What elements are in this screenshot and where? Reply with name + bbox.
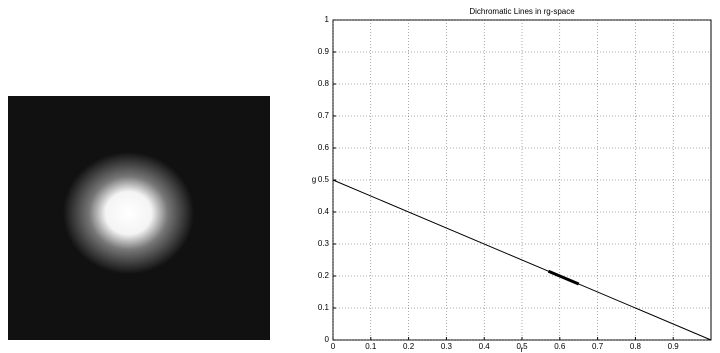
y-tick-label: 1 bbox=[325, 15, 330, 24]
y-tick-label: 0.8 bbox=[318, 79, 330, 88]
y-tick-label: 0 bbox=[325, 335, 330, 344]
x-tick-label: 0.5 bbox=[516, 342, 528, 351]
chart-title: Dichromatic Lines in rg-space bbox=[469, 7, 575, 16]
x-tick-label: 0.8 bbox=[630, 342, 642, 351]
x-tick-label: 0.4 bbox=[479, 342, 491, 351]
y-tick-label: 0.3 bbox=[318, 239, 330, 248]
x-tick-label: 0.6 bbox=[554, 342, 566, 351]
y-tick-label: 0.7 bbox=[318, 111, 330, 120]
x-tick-label: 0 bbox=[331, 342, 336, 351]
x-tick-label: 0.7 bbox=[592, 342, 604, 351]
y-tick-label: 0.2 bbox=[318, 271, 330, 280]
y-tick-label: 0.9 bbox=[318, 47, 330, 56]
figure: Dichromatic Lines in rg-space r g 00.10.… bbox=[0, 0, 720, 353]
y-tick-label: 0.4 bbox=[318, 207, 330, 216]
y-tick-label: 0.1 bbox=[318, 303, 330, 312]
x-tick-label: 0.1 bbox=[365, 342, 377, 351]
y-axis-label: g bbox=[312, 175, 316, 184]
image-blob bbox=[8, 96, 270, 340]
x-tick-label: 0.3 bbox=[441, 342, 453, 351]
x-tick-label: 0.9 bbox=[668, 342, 680, 351]
x-tick-label: 0.2 bbox=[403, 342, 415, 351]
y-tick-label: 0.5 bbox=[318, 175, 330, 184]
y-tick-label: 0.6 bbox=[318, 143, 330, 152]
